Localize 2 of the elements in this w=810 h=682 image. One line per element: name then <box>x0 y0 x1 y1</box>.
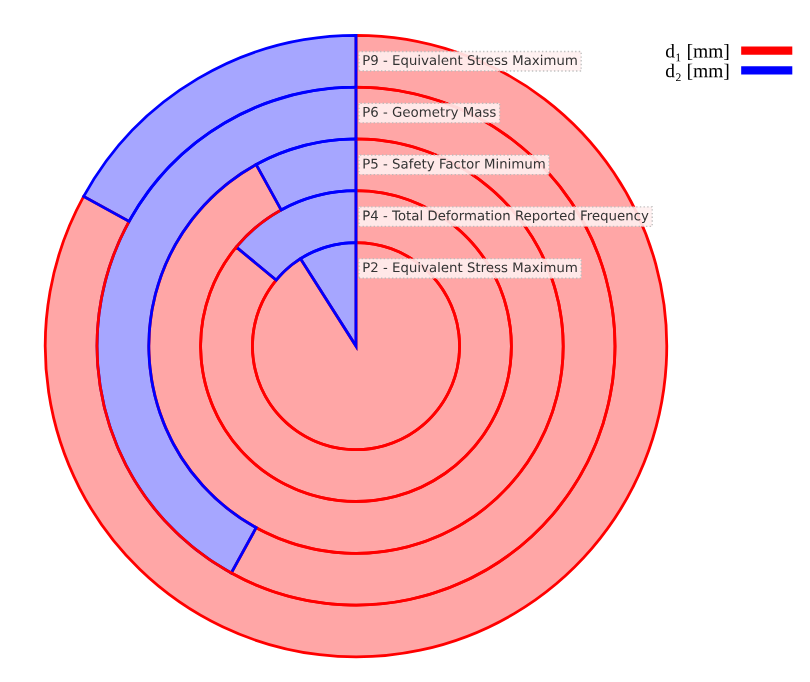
legend-label: d₂ [mm] <box>665 63 729 82</box>
legend-label: d₁ [mm] <box>665 43 729 62</box>
